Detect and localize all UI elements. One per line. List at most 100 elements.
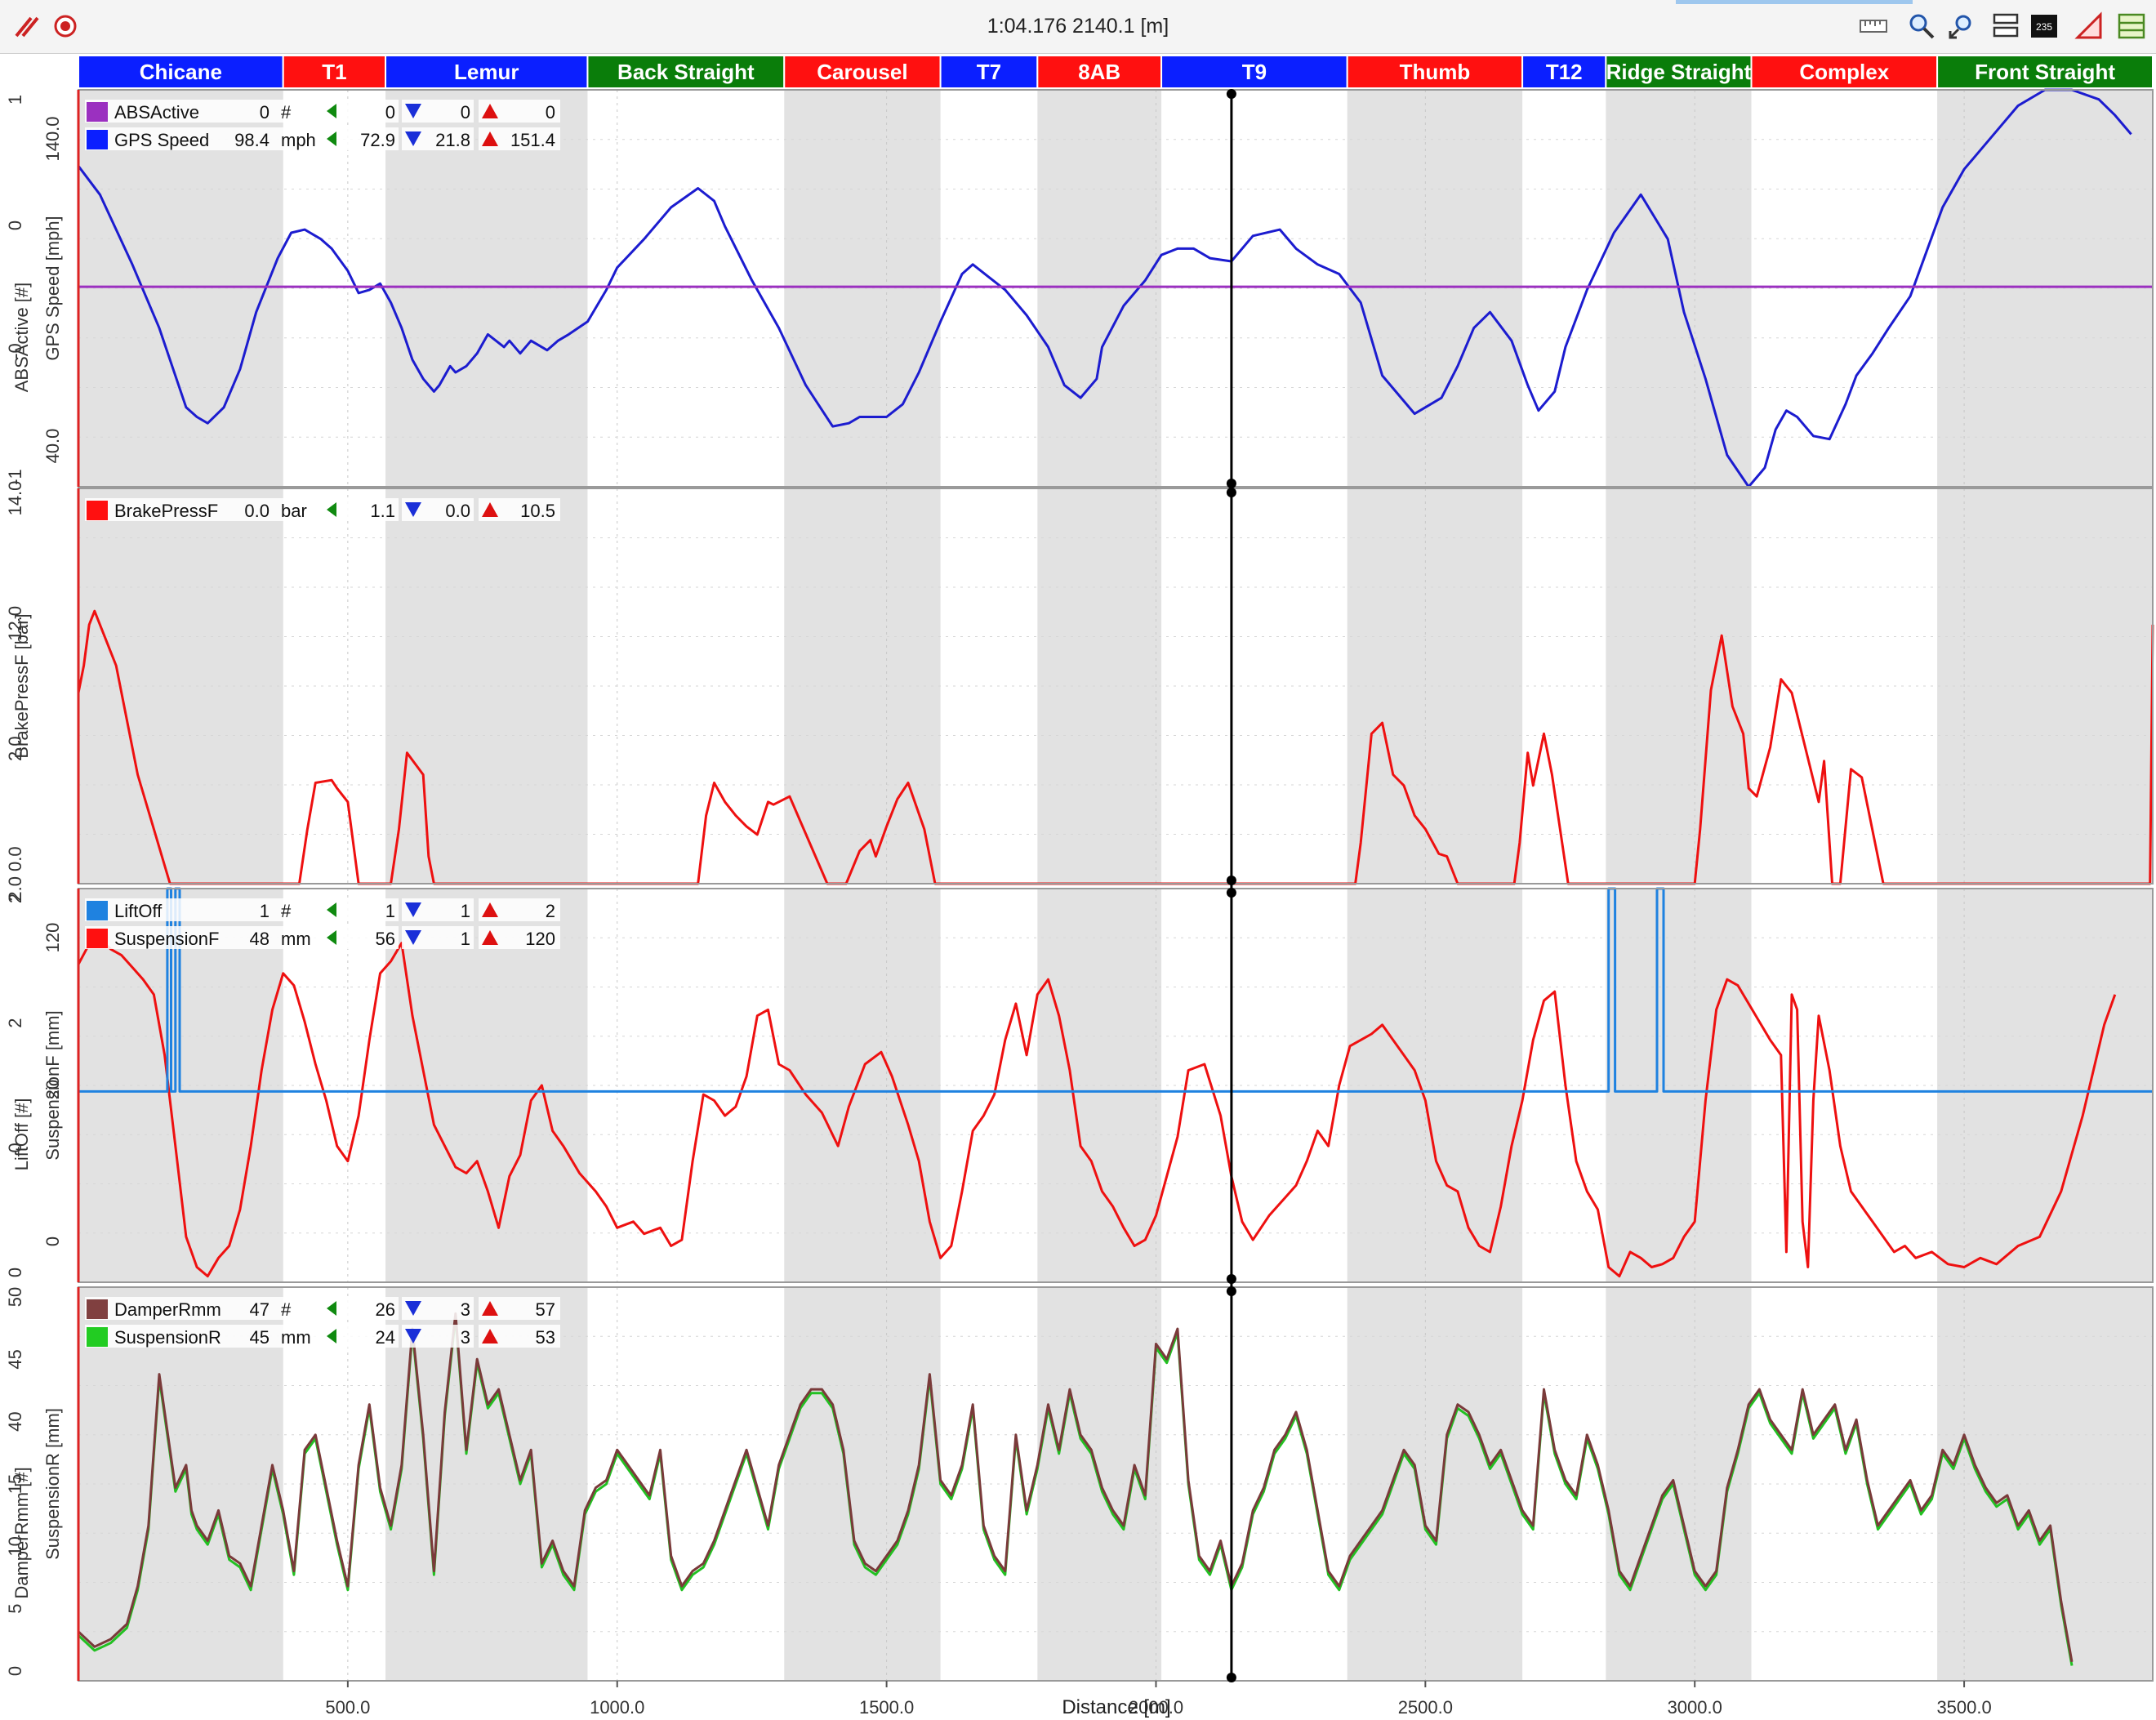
counter-icon[interactable]: 235 xyxy=(2029,11,2059,41)
segment-label-6: 8AB xyxy=(1078,60,1120,84)
y-axis-label-0-1: GPS Speed [mph] xyxy=(42,216,63,360)
alert-icon[interactable] xyxy=(2074,11,2104,41)
y-tick-left-3-6: 0 xyxy=(5,1666,25,1676)
segment-label-10: Ridge Straight xyxy=(1606,60,1752,84)
legend-name-0-1: GPS Speed xyxy=(114,130,209,150)
legend-name-0-0: ABSActive xyxy=(114,102,199,123)
segment-9[interactable] xyxy=(1521,55,1607,89)
legend-name-3-0: DamperRmm xyxy=(114,1299,221,1320)
legend-max-3-0: 57 xyxy=(536,1299,555,1320)
legend-value-3-1: 45 xyxy=(250,1327,270,1348)
cursor-handle-bottom-0[interactable] xyxy=(1226,479,1236,488)
legend-bg-2-0 xyxy=(85,898,330,921)
legend-min-left-0-1: 72.9 xyxy=(360,130,395,150)
legend-min-left-0-0: 0 xyxy=(385,102,395,123)
triangle-down-icon xyxy=(405,104,421,118)
x-tick-label-2: 1500.0 xyxy=(859,1697,914,1718)
tools-icon[interactable] xyxy=(11,11,41,41)
cursor-handle-bottom-1[interactable] xyxy=(1226,876,1236,885)
cursor-handle-top-3[interactable] xyxy=(1226,1286,1236,1296)
shade-band-2-1 xyxy=(385,488,588,884)
cursor-handle-top-1[interactable] xyxy=(1226,488,1236,497)
series-line-1-0 xyxy=(77,609,2154,885)
y-tick-inner-2-2: 0 xyxy=(42,1237,63,1246)
segment-8[interactable] xyxy=(1346,55,1524,89)
y-tick-left-1-3: 2.0 0.0 xyxy=(5,846,25,901)
triangle-up-icon xyxy=(482,930,498,945)
legend-swatch-1-0 xyxy=(87,501,108,520)
segment-label-2: Lemur xyxy=(454,60,519,84)
legend-unit-3-0: # xyxy=(281,1299,292,1320)
triangle-up-icon xyxy=(482,502,498,517)
triangle-up-icon xyxy=(482,131,498,146)
triangle-up-icon xyxy=(482,1301,498,1316)
legend-max-0-0: 0 xyxy=(546,102,555,123)
y-axis-label-2-0: LiftOff [#] xyxy=(11,1098,32,1171)
segment-4[interactable] xyxy=(783,55,942,89)
legend-unit-3-1: mm xyxy=(281,1327,311,1348)
shade-band-12-1 xyxy=(1937,488,2153,884)
segment-0[interactable] xyxy=(78,55,284,89)
segment-12[interactable] xyxy=(1936,55,2154,89)
segment-10[interactable] xyxy=(1605,55,1753,89)
triangle-down-icon xyxy=(405,502,421,517)
shade-band-4-0 xyxy=(784,90,941,487)
legend-max-2-0: 2 xyxy=(546,901,555,921)
zoom-in-icon[interactable] xyxy=(1907,11,1936,41)
x-tick-label-0: 500.0 xyxy=(325,1697,370,1718)
segment-11[interactable] xyxy=(1750,55,1939,89)
legend-max-3-1: 53 xyxy=(536,1327,555,1348)
cursor-handle-top-0[interactable] xyxy=(1226,89,1236,99)
legend-swatch-0-0 xyxy=(87,102,108,122)
legend-value-1-0: 0.0 xyxy=(244,501,270,521)
segment-label-11: Complex xyxy=(1799,60,1889,84)
ruler-icon[interactable] xyxy=(1859,11,1888,41)
legend-min-left-2-0: 1 xyxy=(385,901,395,921)
legend-name-1-0: BrakePressF xyxy=(114,501,218,521)
legend-min-left-2-1: 56 xyxy=(376,929,395,949)
panel-icon[interactable] xyxy=(2117,11,2146,41)
segment-3[interactable] xyxy=(586,55,786,89)
legend-bg-3-1 xyxy=(85,1325,330,1348)
triangle-left-icon xyxy=(327,502,336,517)
legend-swatch-2-0 xyxy=(87,901,108,920)
y-axis-label-2-1: SuspensionF [mm] xyxy=(42,1010,63,1160)
y-tick-left-3-0: 50 xyxy=(5,1287,25,1307)
triangle-up-icon xyxy=(482,902,498,917)
triangle-left-icon xyxy=(327,104,336,118)
legend-swatch-0-1 xyxy=(87,130,108,149)
y-tick-left-2-2: 0 xyxy=(5,1143,25,1152)
segment-1[interactable] xyxy=(282,55,387,89)
cursor-handle-bottom-3[interactable] xyxy=(1226,1673,1236,1682)
shade-band-8-2 xyxy=(1347,889,1523,1282)
cursor-handle-bottom-2[interactable] xyxy=(1226,1274,1236,1284)
segment-label-3: Back Straight xyxy=(617,60,755,84)
cursor-handle-top-2[interactable] xyxy=(1226,888,1236,898)
shade-band-8-3 xyxy=(1347,1287,1523,1681)
shade-band-10-2 xyxy=(1606,889,1752,1282)
triangle-up-icon xyxy=(482,1329,498,1343)
y-tick-left-2-0: 2 xyxy=(5,893,25,903)
segment-6[interactable] xyxy=(1036,55,1163,89)
layout-icon[interactable] xyxy=(1991,11,2020,41)
legend-min-3-1: 3 xyxy=(461,1327,470,1348)
legend-value-0-0: 0 xyxy=(260,102,270,123)
legend-name-2-1: SuspensionF xyxy=(114,929,219,949)
legend-unit-2-1: mm xyxy=(281,929,311,949)
series-line-3-1 xyxy=(77,1312,2074,1663)
legend-value-2-0: 1 xyxy=(260,901,270,921)
shade-band-8-1 xyxy=(1347,488,1523,884)
record-icon[interactable] xyxy=(51,11,80,41)
legend-min-left-1-0: 1.1 xyxy=(370,501,395,521)
shade-band-12-0 xyxy=(1937,90,2153,487)
y-tick-inner-0-0: 140.0 xyxy=(42,116,63,161)
y-tick-left-0-3: -1 xyxy=(5,469,25,485)
x-tick-label-1: 1000.0 xyxy=(590,1697,644,1718)
segment-2[interactable] xyxy=(385,55,589,89)
legend-bg-0-1 xyxy=(85,127,330,150)
legend-swatch-2-1 xyxy=(87,929,108,948)
triangle-left-icon xyxy=(327,1301,336,1316)
zoom-fit-icon[interactable] xyxy=(1947,11,1976,41)
x-tick-label-5: 3000.0 xyxy=(1668,1697,1722,1718)
